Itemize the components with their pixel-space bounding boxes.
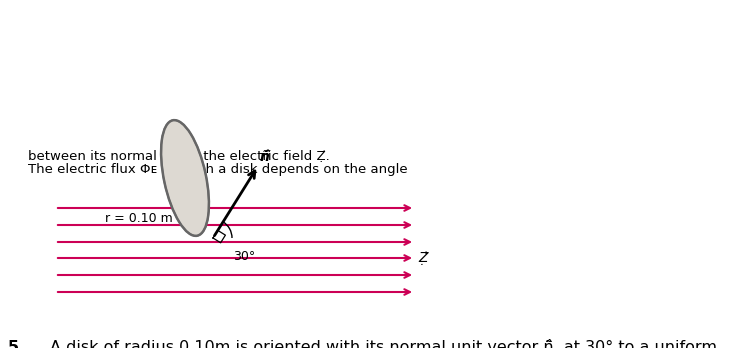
Text: The electric flux Φᴇ through a disk depends on the angle: The electric flux Φᴇ through a disk depe… — [28, 163, 408, 176]
Ellipse shape — [161, 120, 209, 236]
Text: A disk of radius 0.10m is oriented with its normal unit vector ñ̂  at 30° to a u: A disk of radius 0.10m is oriented with … — [50, 340, 717, 348]
Text: r = 0.10 m: r = 0.10 m — [105, 212, 173, 225]
Text: between its normal ñ̂ and the electric field Ẓ⃗.: between its normal ñ̂ and the electric f… — [28, 150, 330, 163]
Text: 5.: 5. — [8, 340, 25, 348]
Text: 30°: 30° — [233, 250, 256, 263]
Text: ñ̂: ñ̂ — [260, 150, 270, 164]
Text: Ẓ⃗: Ẓ⃗ — [418, 251, 428, 265]
